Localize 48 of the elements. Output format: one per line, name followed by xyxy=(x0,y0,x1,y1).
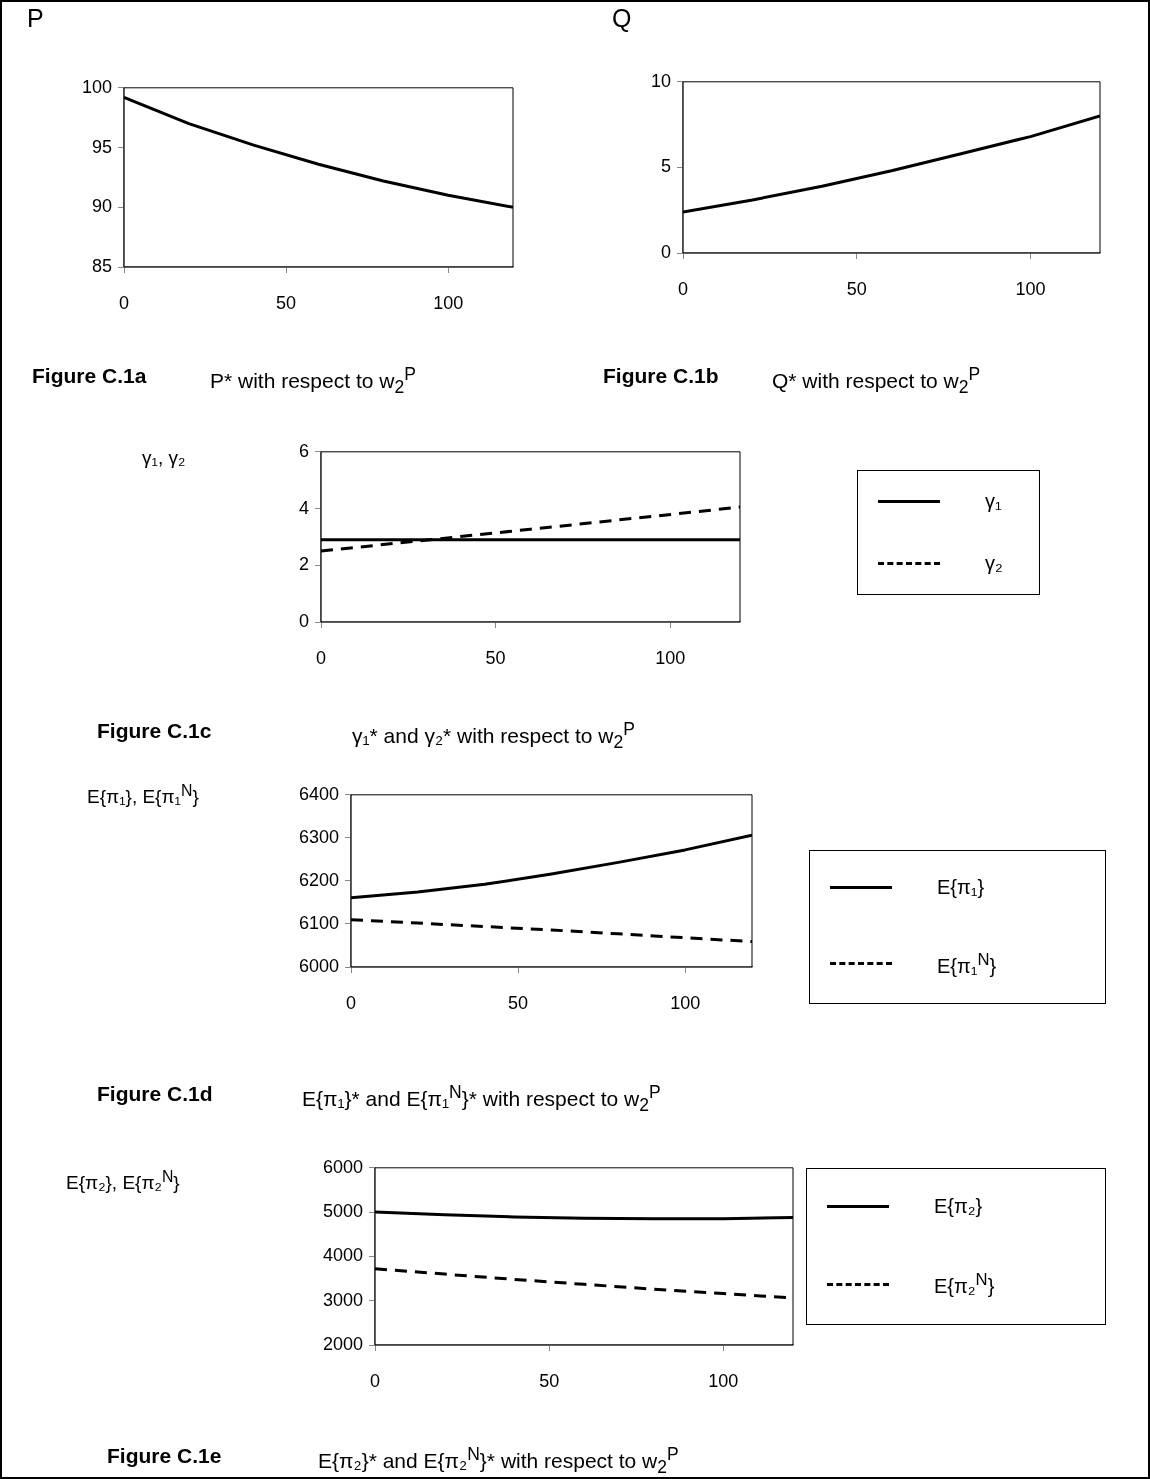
y-tick-label: 6300 xyxy=(298,826,339,847)
y-tick-label: 5 xyxy=(660,156,671,177)
y-tick-label: 90 xyxy=(91,196,112,217)
y-tick-label: 2 xyxy=(298,554,309,575)
y-tick-label: 6200 xyxy=(298,869,339,890)
x-tick-label: 50 xyxy=(508,992,529,1013)
legend-label: γ₁ xyxy=(985,490,1002,514)
text: Figure C.1d xyxy=(97,1082,213,1106)
y-tick-label: 5000 xyxy=(322,1201,363,1222)
x-tick-label: 0 xyxy=(677,278,689,299)
y-axis-title: γ₁, γ₂ xyxy=(142,447,186,469)
x-tick-label: 100 xyxy=(1015,278,1046,299)
y-axis-title: P xyxy=(27,4,44,33)
x-tick-label: 50 xyxy=(846,278,867,299)
text: Figure C.1c xyxy=(97,719,212,743)
x-tick-label: 100 xyxy=(433,292,464,313)
y-tick-label: 95 xyxy=(91,136,112,157)
x-tick-label: 50 xyxy=(539,1370,560,1391)
x-tick-label: 0 xyxy=(369,1370,381,1391)
y-tick-label: 4 xyxy=(298,497,309,518)
x-tick-label: 0 xyxy=(118,292,130,313)
y-tick-label: 3000 xyxy=(322,1289,363,1310)
legend-label: E{π₁$^{N}$} xyxy=(937,950,997,978)
y-tick-label: 100 xyxy=(81,76,112,97)
y-tick-label: 6400 xyxy=(298,783,339,804)
y-axis-title: E{π₂}, E{π₂$^{N}$} xyxy=(66,1168,180,1195)
y-tick-label: 6000 xyxy=(322,1156,363,1177)
legend-label: E{π₂$^{N}$} xyxy=(934,1270,995,1298)
y-tick-label: 0 xyxy=(660,241,671,262)
x-tick-label: 100 xyxy=(708,1370,739,1391)
y-tick-label: 6100 xyxy=(298,912,339,933)
legend-label: E{π₂} xyxy=(934,1195,983,1219)
y-axis-title: Q xyxy=(612,4,632,33)
legend-label: γ₂ xyxy=(985,551,1003,575)
y-tick-label: 10 xyxy=(650,70,671,91)
y-tick-label: 6000 xyxy=(298,955,339,976)
legend-label: E{π₁} xyxy=(937,876,985,900)
y-tick-label: 85 xyxy=(91,255,112,276)
text: Figure C.1e xyxy=(107,1444,222,1468)
y-tick-label: 2000 xyxy=(322,1333,363,1354)
y-tick-label: 0 xyxy=(298,610,309,631)
x-tick-label: 50 xyxy=(276,292,297,313)
text: Figure C.1b xyxy=(603,364,719,388)
text: Figure C.1a xyxy=(32,364,147,388)
y-tick-label: 4000 xyxy=(322,1245,363,1266)
x-tick-label: 50 xyxy=(485,647,506,668)
y-axis-title: E{π₁}, E{π₁$^{N}$} xyxy=(87,782,199,809)
y-tick-label: 6 xyxy=(298,440,309,461)
